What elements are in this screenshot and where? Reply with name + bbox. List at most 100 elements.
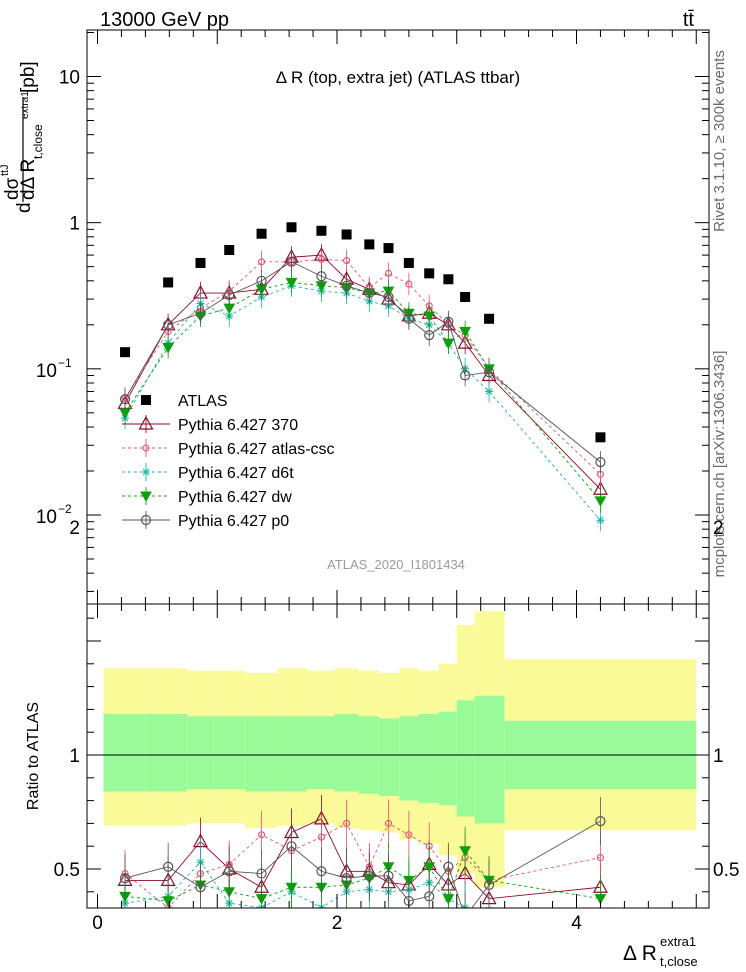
- series-pythia-6-427-370: [117, 244, 608, 501]
- ratio-point: [384, 819, 393, 827]
- ratio-point: [442, 894, 455, 905]
- atlas-data-point: [443, 274, 454, 285]
- data-point: [195, 308, 206, 319]
- svg-text:Δ R: Δ R: [623, 942, 657, 965]
- ratio-y-tick-label: 1: [69, 746, 80, 767]
- x-ticks: [97, 30, 697, 908]
- atlas-data-point: [163, 277, 174, 288]
- ratio-y-ticks: [87, 617, 709, 893]
- ratio-panel: 0 2 4 0.5 0.5 1 1 2 2: [54, 518, 740, 934]
- atlas-data-point: [120, 347, 131, 358]
- main-y-ticks: [87, 31, 709, 592]
- series-pythia-6-427-p0: [119, 250, 606, 474]
- band-inner-bin: [277, 716, 308, 792]
- y-tick-label: 1: [69, 214, 80, 235]
- legend-marker: [140, 491, 152, 503]
- svg-text:dσ: dσ: [2, 177, 23, 200]
- ratio-point: [596, 917, 604, 925]
- y-tick-label: 10 −1: [36, 356, 72, 382]
- data-point: [163, 319, 174, 330]
- atlas-data-point: [364, 239, 375, 250]
- svg-text:t,close: t,close: [660, 954, 698, 969]
- star-stroke: [142, 468, 150, 476]
- svg-text:ttJ: ttJ: [0, 164, 11, 176]
- series-line: [124, 281, 601, 502]
- process-label: tt̄: [683, 9, 695, 31]
- svg-text:d: d: [14, 202, 35, 213]
- ratio-line: [124, 822, 601, 908]
- svg-text:[pb]: [pb]: [18, 61, 39, 93]
- ratio-point: [405, 831, 413, 839]
- ratio-point: [119, 873, 131, 884]
- legend-label: Pythia 6.427 dw: [178, 489, 292, 506]
- band-inner-bin: [145, 713, 188, 792]
- plot-title: Δ R (top, extra jet) (ATLAS ttbar): [276, 68, 520, 87]
- data-point: [403, 313, 414, 324]
- data-point: [594, 496, 607, 507]
- legend-label: ATLAS: [178, 393, 228, 410]
- ratio-point: [596, 854, 605, 862]
- atlas-data-point: [403, 257, 414, 268]
- ratio-point: [195, 882, 206, 893]
- data-point: [341, 280, 352, 291]
- series-line: [124, 261, 601, 463]
- atlas-data-point: [256, 228, 267, 239]
- legend-marker: [141, 395, 151, 405]
- star-stroke: [597, 516, 604, 524]
- data-point: [224, 289, 235, 301]
- atlas-data-point: [383, 243, 394, 254]
- atlas-data-point: [460, 292, 471, 303]
- band-inner-bin: [213, 716, 245, 790]
- band-inner-bin: [103, 713, 146, 792]
- legend-marker: [142, 468, 150, 476]
- y-tick-label: 10 −2: [36, 502, 72, 528]
- main-plot-area: [117, 222, 608, 532]
- ratio-point: [423, 862, 436, 873]
- ratio-point: [162, 896, 175, 907]
- ratio-point: [256, 868, 267, 879]
- svg-text:extra1: extra1: [20, 91, 31, 119]
- ratio-y-tick-label-right: 1: [713, 746, 724, 767]
- y-tick-base: 10: [36, 507, 57, 528]
- data-point: [442, 338, 455, 350]
- legend-entry: Pythia 6.427 d6t: [122, 463, 294, 482]
- star-stroke: [597, 918, 603, 924]
- band-inner-bin: [456, 700, 475, 817]
- y-tick-exponent: −1: [58, 356, 72, 370]
- legend: ATLAS Pythia 6.427 370 Pythia 6.427 atlas-…: [122, 393, 335, 530]
- data-point: [485, 387, 494, 396]
- legend-entry: Pythia 6.427 dw: [122, 487, 292, 506]
- ratio-point: [595, 816, 606, 827]
- ratio-point: [424, 891, 435, 902]
- svg-text:extra1: extra1: [660, 934, 696, 949]
- y-tick-base: 10: [36, 361, 57, 382]
- legend-label: Pythia 6.427 d6t: [178, 465, 294, 482]
- ratio-series-pythia-6-427-p0: [119, 797, 606, 921]
- x-axis-label: Δ R extra1 t,close: [623, 934, 698, 969]
- data-point: [285, 277, 298, 289]
- data-point: [286, 256, 297, 267]
- data-point: [364, 287, 375, 299]
- ratio-point: [461, 912, 470, 921]
- band-inner-bin: [418, 713, 439, 803]
- data-point: [457, 334, 473, 349]
- data-point: [483, 366, 495, 378]
- ratio-line: [124, 849, 601, 902]
- ratio-point: [459, 846, 471, 857]
- legend-marker: [138, 415, 154, 430]
- atlas-data-point: [484, 313, 495, 324]
- ratio-point: [594, 894, 607, 905]
- atlas-data-point: [424, 268, 435, 279]
- data-point: [119, 394, 131, 405]
- data-point: [256, 275, 267, 286]
- ratio-y-tick-label: 0.5: [54, 860, 80, 881]
- rivet-version-label: Rivet 3.1.10, ≥ 300k events: [711, 50, 728, 232]
- x-tick-labels: 0 2 4: [92, 913, 582, 934]
- data-point: [343, 257, 351, 265]
- atlas-data-point: [595, 432, 606, 443]
- star-stroke: [597, 918, 603, 924]
- band-inner-bin: [399, 716, 419, 801]
- atlas-data-point: [316, 225, 327, 236]
